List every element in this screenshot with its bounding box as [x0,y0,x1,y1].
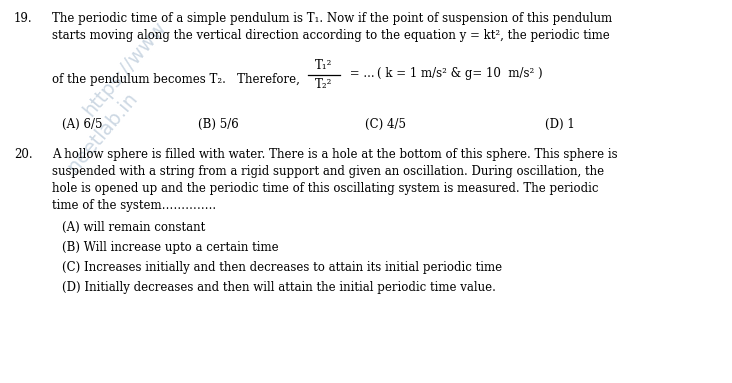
Text: (B) 5/6: (B) 5/6 [198,118,239,131]
Text: suspended with a string from a rigid support and given an oscillation. During os: suspended with a string from a rigid sup… [52,165,604,178]
Text: (D) 1: (D) 1 [545,118,575,131]
Text: The periodic time of a simple pendulum is T₁. Now if the point of suspension of : The periodic time of a simple pendulum i… [52,12,612,25]
Text: A hollow sphere is filled with water. There is a hole at the bottom of this sphe: A hollow sphere is filled with water. Th… [52,148,618,161]
Text: (A) will remain constant: (A) will remain constant [62,221,205,234]
Text: T₂²: T₂² [315,78,332,91]
Text: 19.: 19. [14,12,33,25]
Text: time of the system…………..: time of the system………….. [52,199,216,212]
Text: T₁²: T₁² [315,59,332,72]
Text: starts moving along the vertical direction according to the equation y = kt², th: starts moving along the vertical directi… [52,29,610,42]
Text: = ... ( k = 1 m/s² & g= 10  m/s² ): = ... ( k = 1 m/s² & g= 10 m/s² ) [346,67,542,80]
Text: (B) Will increase upto a certain time: (B) Will increase upto a certain time [62,241,279,254]
Text: (C) 4/5: (C) 4/5 [365,118,406,131]
Text: https://www: https://www [80,18,171,120]
Text: hole is opened up and the periodic time of this oscillating system is measured. : hole is opened up and the periodic time … [52,182,599,195]
Text: (A) 6/5: (A) 6/5 [62,118,102,131]
Text: (D) Initially decreases and then will attain the initial periodic time value.: (D) Initially decreases and then will at… [62,281,496,294]
Text: (C) Increases initially and then decreases to attain its initial periodic time: (C) Increases initially and then decreas… [62,261,502,274]
Text: of the pendulum becomes T₂.   Therefore,: of the pendulum becomes T₂. Therefore, [52,72,300,85]
Text: .neetlab.in: .neetlab.in [60,88,141,180]
Text: 20.: 20. [14,148,33,161]
